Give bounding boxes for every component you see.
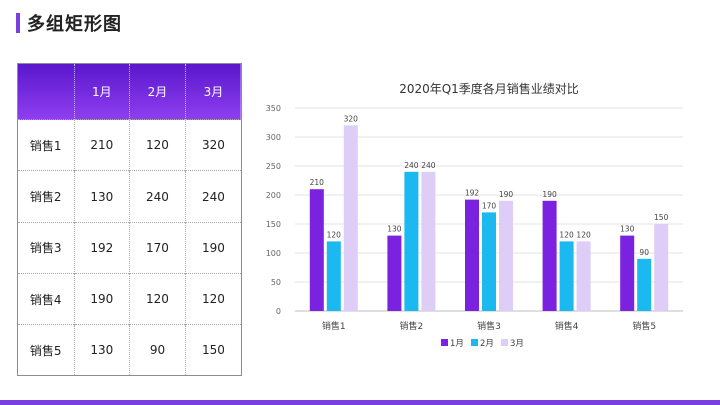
table-row: 销售4 190 120 120 bbox=[18, 273, 241, 325]
page-title: 多组矩形图 bbox=[27, 14, 122, 35]
legend-label: 2月 bbox=[480, 339, 494, 349]
table-cell: 190 bbox=[184, 221, 241, 274]
table-header-cell: 2月 bbox=[129, 64, 186, 120]
legend-label: 1月 bbox=[450, 339, 464, 349]
chart-title: 2020年Q1季度各月销售业绩对比 bbox=[399, 81, 579, 96]
legend-swatch bbox=[441, 339, 448, 346]
bar bbox=[654, 224, 669, 311]
row-label: 销售4 bbox=[18, 273, 74, 325]
data-label: 190 bbox=[499, 190, 514, 199]
data-label: 130 bbox=[620, 225, 635, 234]
table-row: 销售3 192 170 190 bbox=[18, 221, 241, 274]
table-row: 销售5 130 90 150 bbox=[18, 324, 241, 375]
row-label: 销售2 bbox=[18, 170, 74, 223]
table-row: 销售1 210 120 320 bbox=[18, 118, 241, 171]
bar bbox=[343, 125, 358, 312]
table-cell: 210 bbox=[73, 118, 130, 171]
data-label: 190 bbox=[542, 190, 557, 199]
bar bbox=[559, 241, 574, 311]
table-cell: 90 bbox=[129, 324, 186, 375]
table-cell: 170 bbox=[129, 221, 186, 274]
bar bbox=[542, 200, 557, 311]
data-label: 170 bbox=[482, 201, 497, 210]
table-cell: 190 bbox=[73, 273, 130, 325]
legend-swatch bbox=[501, 339, 508, 346]
table-cell: 130 bbox=[73, 324, 130, 375]
row-label: 销售5 bbox=[18, 324, 74, 375]
table-cell: 120 bbox=[129, 118, 186, 171]
y-tick-label: 50 bbox=[271, 278, 281, 287]
row-label: 销售1 bbox=[18, 118, 74, 171]
table-cell: 120 bbox=[184, 273, 241, 325]
data-label: 320 bbox=[344, 114, 359, 123]
table-row: 销售2 130 240 240 bbox=[18, 170, 241, 223]
y-tick-label: 350 bbox=[266, 104, 281, 113]
y-tick-label: 200 bbox=[266, 191, 281, 200]
bar bbox=[482, 212, 496, 311]
data-label: 120 bbox=[327, 230, 342, 239]
table-cell: 240 bbox=[184, 170, 241, 223]
data-label: 240 bbox=[421, 161, 436, 170]
y-tick-label: 300 bbox=[266, 133, 281, 142]
legend-swatch bbox=[471, 339, 478, 346]
data-label: 192 bbox=[465, 189, 480, 198]
data-label: 120 bbox=[559, 230, 574, 239]
y-tick-label: 0 bbox=[276, 307, 281, 316]
sales-table: 1月 2月 3月 销售1 210 120 320 销售2 130 240 240… bbox=[17, 63, 242, 376]
x-tick-label: 销售5 bbox=[632, 320, 656, 332]
table-cell: 240 bbox=[129, 170, 186, 223]
x-tick-label: 销售1 bbox=[322, 320, 346, 332]
table-cell: 320 bbox=[184, 118, 241, 171]
data-label: 240 bbox=[404, 161, 419, 170]
title-accent-bar bbox=[16, 13, 20, 33]
y-tick-label: 250 bbox=[266, 162, 281, 171]
bar bbox=[309, 189, 324, 311]
data-label: 90 bbox=[639, 248, 649, 257]
x-tick-label: 销售4 bbox=[555, 320, 579, 332]
bar bbox=[499, 200, 513, 311]
bar bbox=[637, 258, 652, 311]
data-label: 150 bbox=[654, 213, 669, 222]
y-tick-label: 100 bbox=[266, 249, 281, 258]
data-label: 210 bbox=[310, 178, 325, 187]
data-label: 120 bbox=[576, 230, 591, 239]
table-cell: 130 bbox=[73, 170, 130, 223]
bar bbox=[421, 171, 436, 311]
bar bbox=[326, 241, 341, 311]
bar-chart: 2020年Q1季度各月销售业绩对比 0 50 100 150 200 250 300 350 21… bbox=[266, 81, 683, 349]
table-header-row: 1月 2月 3月 bbox=[18, 64, 241, 120]
table-header-cell: 3月 bbox=[184, 64, 241, 120]
table-cell: 192 bbox=[73, 221, 130, 274]
bar bbox=[620, 235, 635, 311]
row-label: 销售3 bbox=[18, 221, 74, 274]
x-tick-label: 销售3 bbox=[477, 320, 501, 332]
bar bbox=[465, 199, 479, 311]
bar bbox=[404, 171, 419, 311]
table-header-corner bbox=[18, 64, 74, 120]
bar bbox=[387, 235, 402, 311]
y-tick-label: 150 bbox=[266, 220, 281, 229]
bar bbox=[576, 241, 591, 311]
bottom-accent-bar bbox=[0, 400, 720, 405]
legend-label: 3月 bbox=[510, 339, 524, 349]
table-header-cell: 1月 bbox=[73, 64, 130, 120]
data-label: 130 bbox=[387, 225, 402, 234]
table-cell: 120 bbox=[129, 273, 186, 325]
table-cell: 150 bbox=[184, 324, 241, 375]
x-tick-label: 销售2 bbox=[400, 320, 424, 332]
